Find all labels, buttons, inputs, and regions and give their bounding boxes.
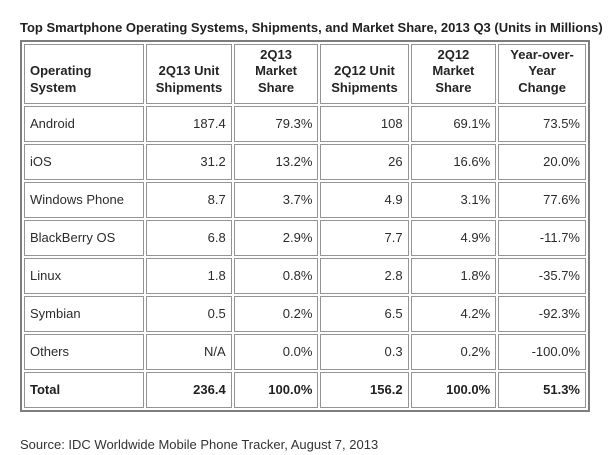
cell-q12_share: 0.2% (410, 333, 497, 370)
cell-q13_share: 0.2% (233, 295, 319, 332)
column-header-year-over-year-change: Year-over-Year Change (498, 44, 586, 104)
cell-q12_units: 2.8 (320, 257, 409, 294)
cell-q13_units: 31.2 (146, 143, 232, 180)
cell-q12_units: 7.7 (320, 219, 409, 256)
cell-operating-system: Android (24, 105, 145, 142)
cell-operating-system: Others (24, 333, 145, 370)
cell-q13_units: 187.4 (146, 105, 232, 142)
column-header-2q13-unit-shipments: 2Q13 Unit Shipments (146, 44, 232, 104)
cell-q12_units: 0.3 (320, 333, 409, 370)
cell-yoy: 77.6% (498, 181, 586, 218)
cell-q13_share: 0.8% (233, 257, 319, 294)
cell-q13_units: N/A (146, 333, 232, 370)
cell-q12_share: 4.9% (410, 219, 497, 256)
table-title: Top Smartphone Operating Systems, Shipme… (20, 20, 603, 35)
cell-q13_share: 79.3% (233, 105, 319, 142)
table-row: Windows Phone 8.7 3.7% 4.9 3.1% 77.6% (24, 181, 586, 218)
cell-yoy: 20.0% (498, 143, 586, 180)
cell-yoy: 73.5% (498, 105, 586, 142)
cell-q13_share: 0.0% (233, 333, 319, 370)
cell-q13_units: 8.7 (146, 181, 232, 218)
cell-yoy: -35.7% (498, 257, 586, 294)
cell-q12_units: 4.9 (320, 181, 409, 218)
cell-operating-system: Symbian (24, 295, 145, 332)
column-header-2q12-market-share: 2Q12 Market Share (410, 44, 497, 104)
cell-yoy: -92.3% (498, 295, 586, 332)
cell-operating-system: iOS (24, 143, 145, 180)
cell-q12_share: 3.1% (410, 181, 497, 218)
cell-operating-system: Total (24, 371, 145, 408)
cell-q13_share: 2.9% (233, 219, 319, 256)
cell-q13_share: 3.7% (233, 181, 319, 218)
column-header-2q13-market-share: 2Q13 Market Share (233, 44, 319, 104)
table-row: Linux 1.8 0.8% 2.8 1.8% -35.7% (24, 257, 586, 294)
cell-q13_units: 0.5 (146, 295, 232, 332)
table-row: Others N/A 0.0% 0.3 0.2% -100.0% (24, 333, 586, 370)
table-row: iOS 31.2 13.2% 26 16.6% 20.0% (24, 143, 586, 180)
cell-yoy: -100.0% (498, 333, 586, 370)
cell-q12_units: 108 (320, 105, 409, 142)
cell-q13_units: 236.4 (146, 371, 232, 408)
column-header-operating-system: Operating System (24, 44, 145, 104)
column-header-2q12-unit-shipments: 2Q12 Unit Shipments (320, 44, 409, 104)
cell-q12_share: 69.1% (410, 105, 497, 142)
cell-operating-system: BlackBerry OS (24, 219, 145, 256)
cell-q12_share: 4.2% (410, 295, 497, 332)
cell-yoy: -11.7% (498, 219, 586, 256)
cell-q12_units: 6.5 (320, 295, 409, 332)
table-row: Android 187.4 79.3% 108 69.1% 73.5% (24, 105, 586, 142)
table-row: Symbian 0.5 0.2% 6.5 4.2% -92.3% (24, 295, 586, 332)
table-row: BlackBerry OS 6.8 2.9% 7.7 4.9% -11.7% (24, 219, 586, 256)
cell-q12_units: 26 (320, 143, 409, 180)
cell-q12_share: 16.6% (410, 143, 497, 180)
cell-q12_share: 100.0% (410, 371, 497, 408)
cell-operating-system: Linux (24, 257, 145, 294)
table-body: Android 187.4 79.3% 108 69.1% 73.5% iOS 31.2 13.… (24, 105, 586, 408)
cell-q12_share: 1.8% (410, 257, 497, 294)
cell-q13_share: 13.2% (233, 143, 319, 180)
table-row-total: Total 236.4 100.0% 156.2 100.0% 51.3% (24, 371, 586, 408)
table-header-row: Operating System 2Q13 Unit Shipments 2Q1… (24, 44, 586, 104)
cell-q13_units: 6.8 (146, 219, 232, 256)
os-market-share-table: Operating System 2Q13 Unit Shipments 2Q1… (20, 40, 590, 412)
cell-q12_units: 156.2 (320, 371, 409, 408)
source-note: Source: IDC Worldwide Mobile Phone Track… (20, 436, 379, 452)
cell-q13_share: 100.0% (233, 371, 319, 408)
cell-operating-system: Windows Phone (24, 181, 145, 218)
cell-q13_units: 1.8 (146, 257, 232, 294)
cell-yoy: 51.3% (498, 371, 586, 408)
